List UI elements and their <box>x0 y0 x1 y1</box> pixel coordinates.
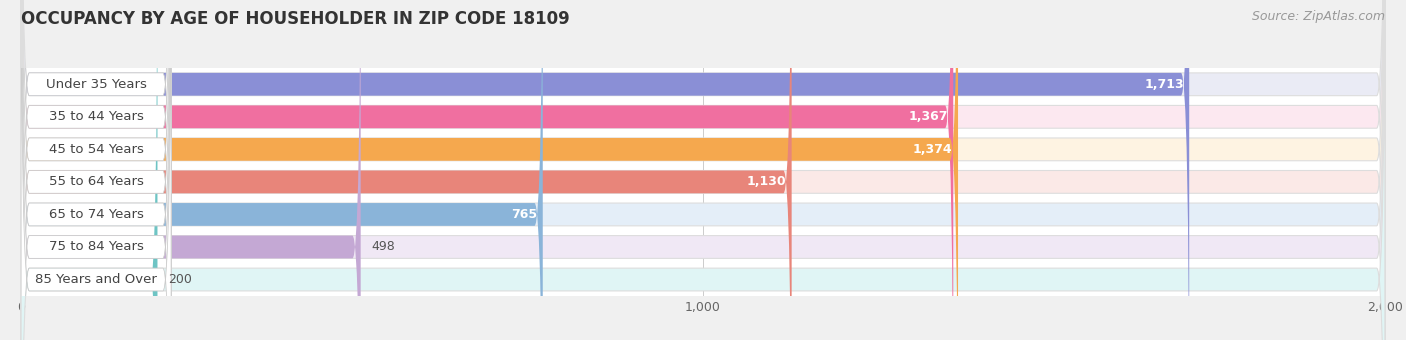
FancyBboxPatch shape <box>21 0 1385 340</box>
FancyBboxPatch shape <box>21 0 543 340</box>
FancyBboxPatch shape <box>21 0 957 340</box>
FancyBboxPatch shape <box>21 0 172 340</box>
FancyBboxPatch shape <box>21 0 172 340</box>
FancyBboxPatch shape <box>21 0 172 340</box>
Text: 55 to 64 Years: 55 to 64 Years <box>49 175 143 188</box>
Text: Under 35 Years: Under 35 Years <box>45 78 146 91</box>
FancyBboxPatch shape <box>21 0 172 340</box>
FancyBboxPatch shape <box>21 0 1385 340</box>
FancyBboxPatch shape <box>21 0 172 340</box>
Text: 1,374: 1,374 <box>912 143 953 156</box>
Text: 65 to 74 Years: 65 to 74 Years <box>49 208 143 221</box>
FancyBboxPatch shape <box>21 0 792 340</box>
Text: 1,713: 1,713 <box>1144 78 1184 91</box>
FancyBboxPatch shape <box>21 0 361 340</box>
FancyBboxPatch shape <box>21 0 1385 340</box>
Text: 1,130: 1,130 <box>747 175 786 188</box>
FancyBboxPatch shape <box>21 0 1189 340</box>
FancyBboxPatch shape <box>21 0 1385 340</box>
Text: Source: ZipAtlas.com: Source: ZipAtlas.com <box>1251 10 1385 23</box>
Text: 1,367: 1,367 <box>908 110 948 123</box>
FancyBboxPatch shape <box>21 0 1385 340</box>
FancyBboxPatch shape <box>21 0 172 340</box>
FancyBboxPatch shape <box>21 0 157 340</box>
Text: 765: 765 <box>512 208 537 221</box>
FancyBboxPatch shape <box>21 0 953 340</box>
FancyBboxPatch shape <box>21 0 1385 340</box>
Text: 85 Years and Over: 85 Years and Over <box>35 273 157 286</box>
Text: 200: 200 <box>167 273 191 286</box>
FancyBboxPatch shape <box>21 0 172 340</box>
Text: 45 to 54 Years: 45 to 54 Years <box>49 143 143 156</box>
Text: OCCUPANCY BY AGE OF HOUSEHOLDER IN ZIP CODE 18109: OCCUPANCY BY AGE OF HOUSEHOLDER IN ZIP C… <box>21 10 569 28</box>
Text: 498: 498 <box>371 240 395 254</box>
FancyBboxPatch shape <box>21 0 1385 340</box>
Text: 35 to 44 Years: 35 to 44 Years <box>49 110 143 123</box>
Text: 75 to 84 Years: 75 to 84 Years <box>49 240 143 254</box>
